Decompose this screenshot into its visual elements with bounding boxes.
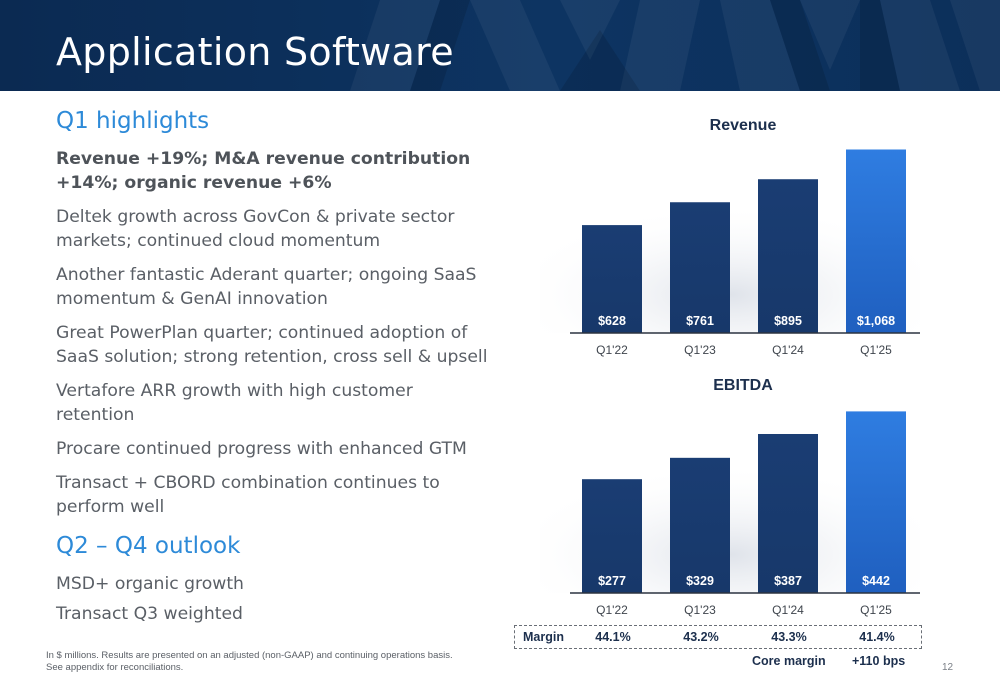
ebitda-chart-title: EBITDA (713, 377, 773, 394)
tick-label: Q1'25 (860, 603, 892, 617)
data-label: $387 (774, 574, 802, 588)
outlook-heading: Q2 – Q4 outlook (56, 533, 241, 559)
bar (670, 202, 730, 333)
revenue-chart-title: Revenue (709, 117, 777, 134)
header-pattern (350, 0, 1000, 91)
margin-row: Margin 44.1% 43.2% 43.3% 41.4% (514, 625, 922, 649)
page-number: 12 (942, 662, 954, 673)
outlook-item: Transact Q3 weighted (56, 604, 243, 624)
bar (582, 225, 642, 333)
highlight-item: Another fantastic Aderant quarter; ongoi… (56, 265, 477, 309)
data-label: $895 (774, 314, 802, 328)
tick-label: Q1'22 (596, 343, 628, 357)
data-label: $628 (598, 314, 626, 328)
outlook-section: Q2 – Q4 outlook MSD+ organic growth Tran… (56, 533, 496, 626)
highlight-item: Great PowerPlan quarter; continued adopt… (56, 323, 488, 367)
bar (670, 457, 730, 593)
core-margin-label: Core margin (752, 654, 826, 668)
highlight-item: Vertafore ARR growth with high customer … (56, 381, 413, 425)
footnote-line: See appendix for reconciliations. (46, 662, 184, 673)
bar (758, 433, 818, 593)
margin-value: 43.3% (771, 630, 807, 644)
data-label: $761 (686, 314, 714, 328)
core-margin-value: +110 bps (852, 654, 906, 668)
outlook-item: MSD+ organic growth (56, 574, 244, 594)
tick-label: Q1'22 (596, 603, 628, 617)
tick-label: Q1'24 (772, 603, 804, 617)
data-label: $329 (686, 574, 714, 588)
bar (846, 149, 906, 333)
data-label: $277 (598, 574, 626, 588)
tick-label: Q1'24 (772, 343, 804, 357)
margin-label: Margin (523, 630, 564, 644)
data-label: $1,068 (857, 314, 895, 328)
highlight-item: Revenue +19%; M&A revenue contribution +… (56, 149, 471, 193)
bar (582, 479, 642, 593)
revenue-bar-chart: $628 Q1'22 $761 Q1'23 $895 Q1'24 $1,068 Q1'25 (540, 149, 920, 357)
highlight-item: Transact + CBORD combination continues t… (56, 473, 440, 517)
page-title: Application Software (56, 30, 454, 74)
margin-value: 41.4% (859, 630, 895, 644)
margin-value: 44.1% (595, 630, 631, 644)
data-label: $442 (862, 574, 890, 588)
tick-label: Q1'23 (684, 603, 716, 617)
highlight-item: Deltek growth across GovCon & private se… (56, 207, 455, 251)
ebitda-bar-chart: $277 Q1'22 $329 Q1'23 $387 Q1'24 $442 Q1'25 (540, 411, 920, 617)
margin-value: 43.2% (683, 630, 719, 644)
highlight-item: Procare continued progress with enhanced… (56, 439, 467, 459)
header-banner: Application Software (0, 0, 1000, 91)
bar (758, 179, 818, 333)
tick-label: Q1'25 (860, 343, 892, 357)
tick-label: Q1'23 (684, 343, 716, 357)
bar (846, 411, 906, 593)
highlights-panel: Q1 highlights Revenue +19%; M&A revenue … (56, 108, 496, 632)
footnote-line: In $ millions. Results are presented on … (46, 650, 453, 661)
footnote: In $ millions. Results are presented on … (46, 650, 453, 674)
q1-highlights-heading: Q1 highlights (56, 108, 210, 134)
